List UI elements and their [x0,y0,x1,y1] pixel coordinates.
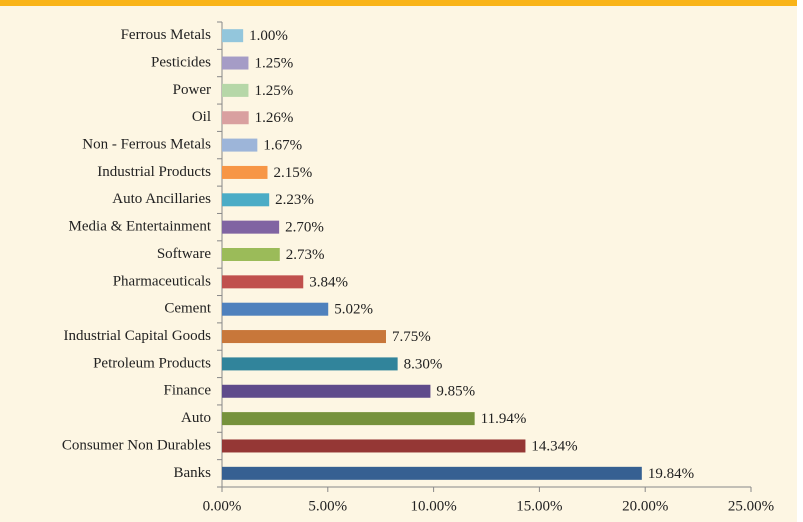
value-label: 1.25% [254,83,293,99]
bar [222,302,329,316]
value-label: 11.94% [481,411,527,427]
category-label: Pharmaceuticals [113,273,211,289]
value-label: 8.30% [404,356,443,372]
category-label: Consumer Non Durables [62,437,211,453]
category-label: Finance [164,383,212,399]
category-label: Non - Ferrous Metals [82,137,211,153]
value-label: 14.34% [531,438,577,454]
value-label: 1.25% [254,55,293,71]
category-label: Industrial Products [97,164,211,180]
bar [222,412,475,426]
category-label: Ferrous Metals [121,27,212,43]
bar [222,193,270,207]
bar [222,220,280,234]
category-label: Oil [192,109,211,125]
category-label: Cement [164,301,211,317]
bar [222,330,386,344]
value-label: 2.73% [286,247,325,263]
value-label: 1.67% [263,138,302,154]
bar [222,248,280,261]
category-label: Auto Ancillaries [112,191,211,207]
value-label: 3.84% [309,274,348,290]
bar [222,56,249,70]
value-label: 2.15% [273,165,312,181]
bar [222,111,249,125]
bar [222,466,642,480]
category-label: Pesticides [151,54,211,70]
bar [222,165,268,179]
bar [222,384,431,398]
category-label: Media & Entertainment [69,219,212,235]
x-tick-label: 20.00% [622,498,668,514]
bar [222,357,398,371]
value-label: 1.00% [249,28,288,44]
bar [222,138,258,152]
x-tick-label: 5.00% [308,498,347,514]
x-tick-label: 25.00% [728,498,774,514]
category-label: Industrial Capital Goods [64,328,212,344]
x-tick-label: 15.00% [516,498,562,514]
category-label: Banks [174,465,212,481]
value-label: 9.85% [436,384,475,400]
bar [222,83,249,97]
bar [222,275,304,289]
category-label: Auto [181,410,211,426]
value-label: 2.70% [285,220,324,236]
value-label: 7.75% [392,329,431,345]
value-label: 2.23% [275,192,314,208]
value-label: 5.02% [334,302,373,318]
x-tick-label: 0.00% [203,498,242,514]
bar [222,29,244,43]
value-label: 19.84% [648,466,694,482]
x-tick-label: 10.00% [410,498,456,514]
value-label: 1.26% [255,110,294,126]
category-label: Power [173,82,211,98]
top-strip [0,0,797,6]
bar [222,439,526,453]
category-label: Software [157,246,211,262]
category-label: Petroleum Products [93,355,211,371]
